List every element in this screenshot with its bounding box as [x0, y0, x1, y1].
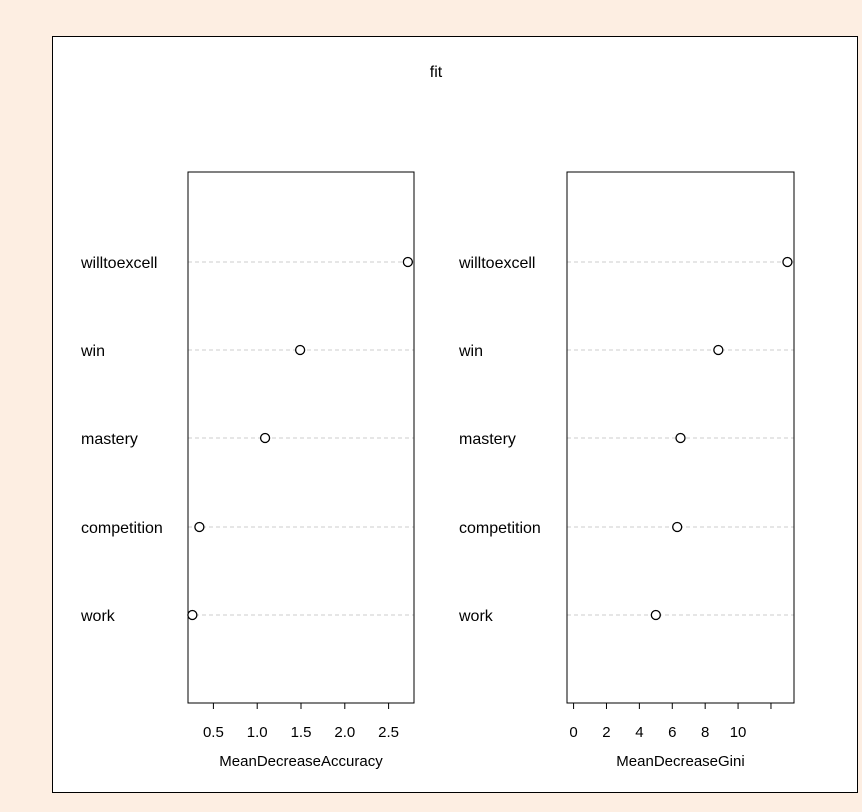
data-point — [294, 344, 306, 356]
x-axis-title: MeanDecreaseAccuracy — [219, 753, 383, 770]
plot-frame — [52, 36, 858, 793]
category-label: win — [458, 343, 483, 360]
x-tick-label: 4 — [635, 724, 643, 741]
x-tick-label: 0.5 — [203, 724, 224, 741]
chart-title: fit — [430, 64, 443, 81]
data-point — [194, 521, 205, 533]
data-point — [713, 344, 724, 356]
data-point — [187, 609, 198, 621]
x-tick-label: 10 — [730, 724, 747, 741]
x-tick-label: 1.0 — [247, 724, 268, 741]
category-label: competition — [459, 520, 541, 537]
x-tick-label: 2.0 — [334, 724, 355, 741]
data-point — [402, 256, 414, 268]
panels-layer: willtoexcell win mastery competition work 0.5… — [80, 171, 795, 770]
category-label: willtoexcell — [80, 255, 157, 272]
panel-2: willtoexcell win mastery competition work 0 2 4… — [458, 171, 795, 770]
data-point — [650, 609, 661, 621]
data-point — [782, 256, 793, 268]
x-tick-label: 6 — [668, 724, 676, 741]
category-label: competition — [81, 520, 163, 537]
data-point — [259, 432, 271, 444]
category-label: win — [80, 343, 105, 360]
category-label: work — [458, 608, 494, 625]
category-label: mastery — [459, 431, 516, 448]
x-tick-label: 1.5 — [291, 724, 312, 741]
panel-1: willtoexcell win mastery competition work 0.5… — [80, 171, 415, 770]
category-label: work — [80, 608, 116, 625]
data-point — [672, 521, 683, 533]
data-point — [675, 432, 686, 444]
x-tick-label: 8 — [701, 724, 709, 741]
category-label: mastery — [81, 431, 138, 448]
category-label: willtoexcell — [458, 255, 535, 272]
x-tick-label: 0 — [569, 724, 577, 741]
x-tick-label: 2.5 — [378, 724, 399, 741]
x-axis-title: MeanDecreaseGini — [616, 753, 744, 770]
x-tick-label: 2 — [602, 724, 610, 741]
